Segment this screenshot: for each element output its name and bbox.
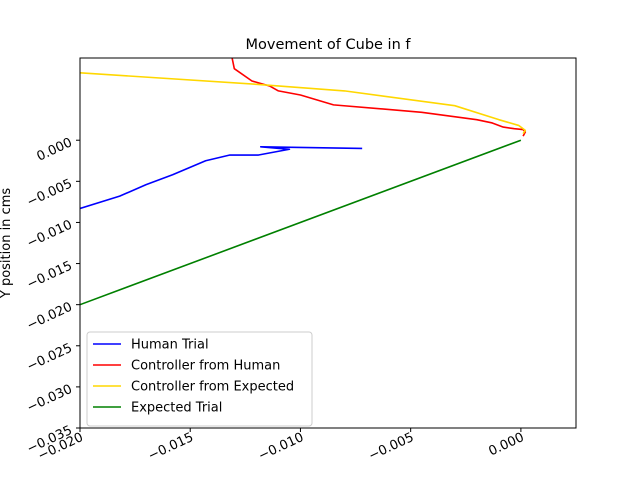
series-line-2: [80, 72, 527, 135]
y-axis-label: Y position in cms: [0, 188, 14, 299]
series-line-3: [80, 139, 522, 306]
legend-label-2: Controller from Expected: [131, 380, 294, 395]
series-layer: [80, 58, 527, 306]
chart-title: Movement of Cube in f: [246, 37, 412, 53]
legend-label-0: Human Trial: [131, 338, 209, 353]
legend-label-3: Expected Trial: [131, 401, 222, 416]
series-line-0: [80, 146, 363, 210]
series-line-1: [231, 58, 527, 137]
plot-frame: [79, 57, 577, 429]
legend: Human Trial Controller from Human Controll…: [86, 331, 313, 427]
legend-label-1: Controller from Human: [131, 359, 280, 374]
legend-box: [86, 331, 313, 427]
